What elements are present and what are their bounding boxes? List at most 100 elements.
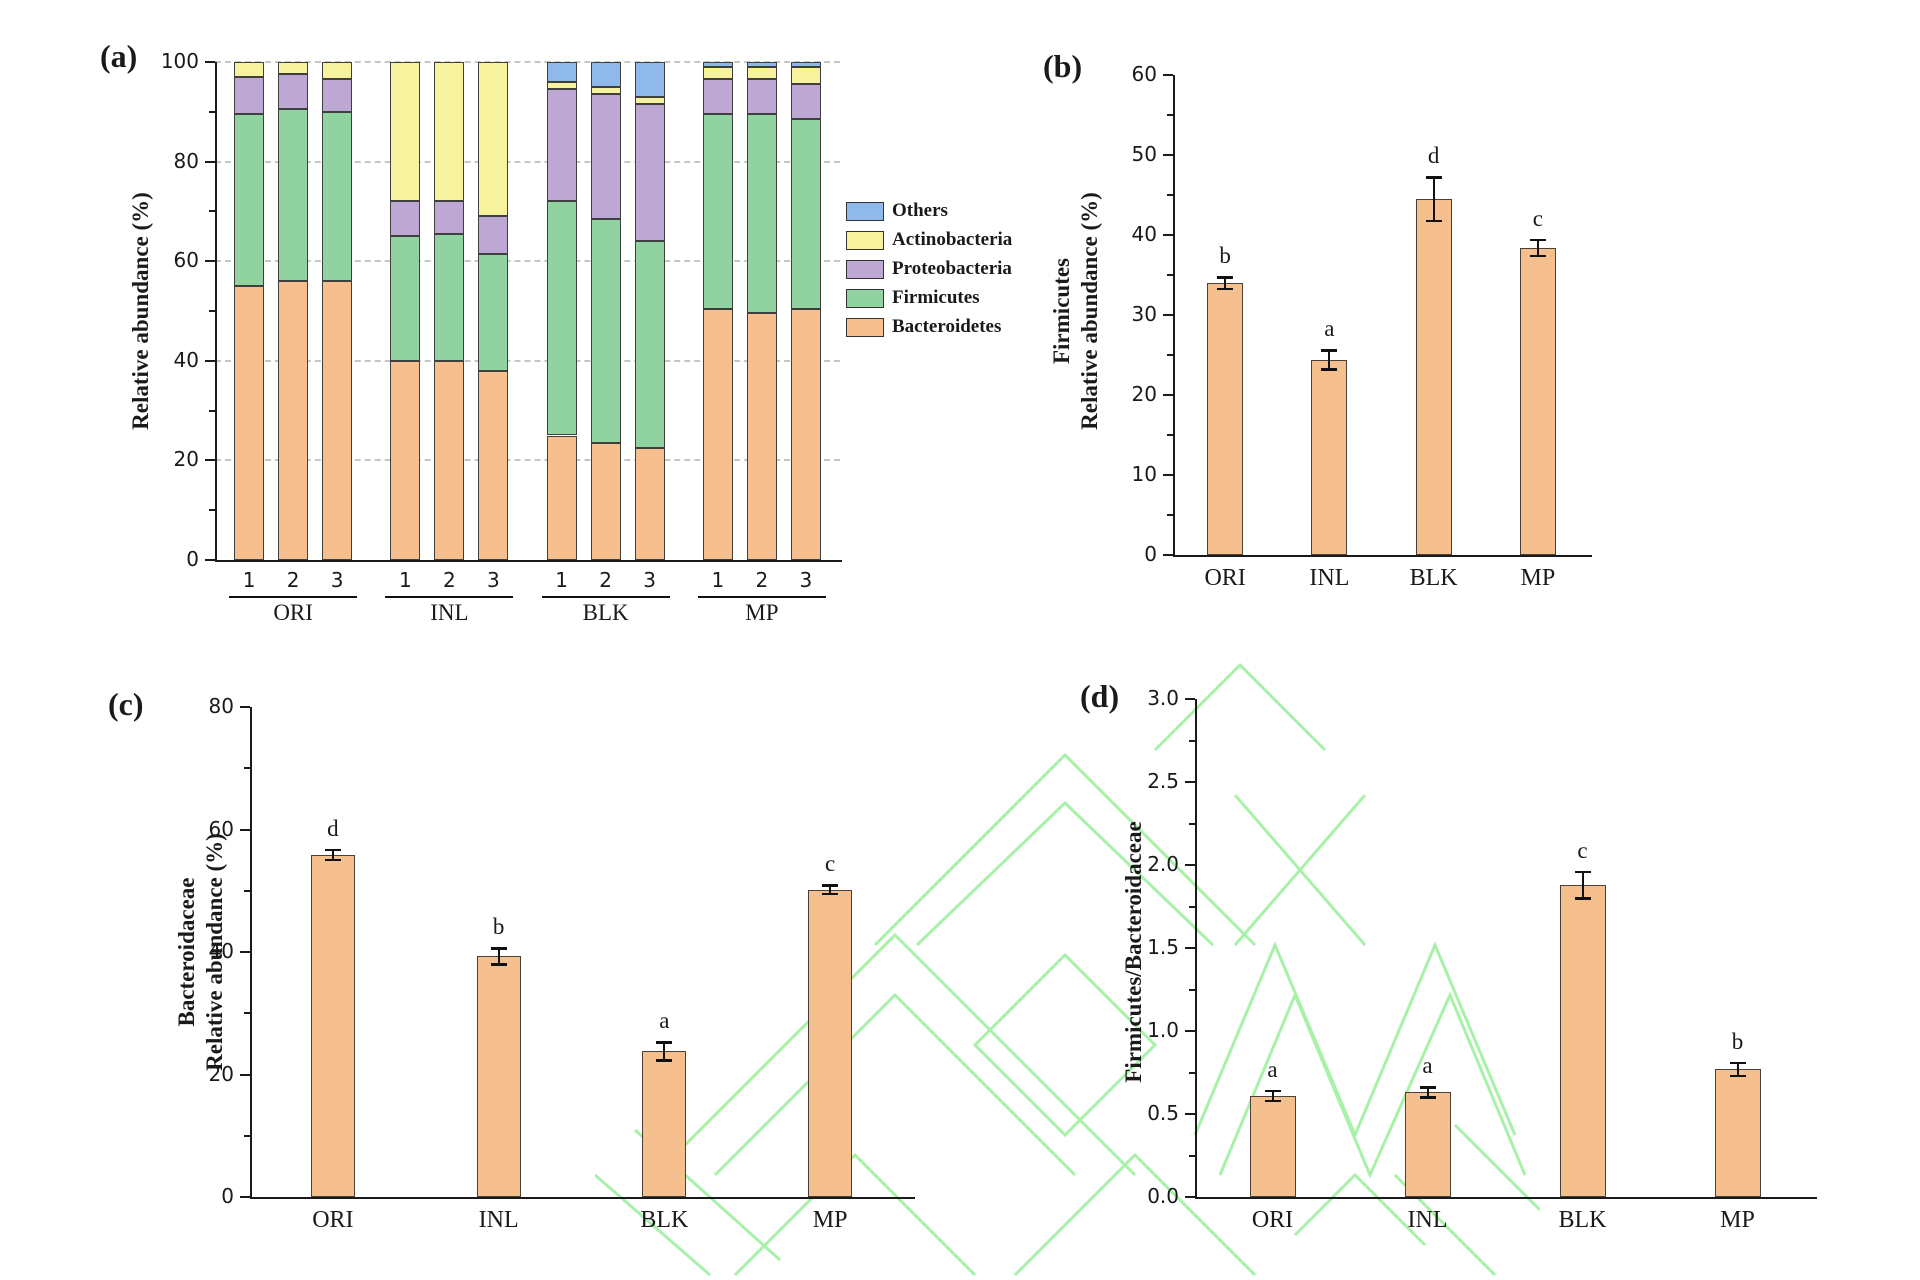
y-major-tick bbox=[205, 61, 215, 63]
error-bar-line bbox=[1736, 1062, 1739, 1076]
y-major-tick bbox=[1185, 1113, 1195, 1115]
panel-d-label: (d) bbox=[1080, 678, 1120, 714]
panel-c-ytitle: Bacteroidaceae Relative abundance (%) bbox=[173, 833, 229, 1071]
stack-segment-others bbox=[634, 62, 665, 97]
legend-item-firmicutes: Firmicutes bbox=[846, 287, 1012, 309]
error-bar-line bbox=[829, 885, 832, 894]
y-minor-tick bbox=[1189, 822, 1195, 825]
y-major-tick bbox=[1163, 554, 1173, 556]
group-underline bbox=[541, 596, 670, 598]
stack-segment-firmicutes bbox=[478, 253, 509, 371]
legend-item-actinobacteria: Actinobacteria bbox=[846, 229, 1012, 251]
y-tick-label: 0 bbox=[186, 547, 199, 571]
y-minor-tick bbox=[244, 1134, 250, 1137]
y-minor-tick bbox=[1167, 514, 1173, 516]
significance-letter: b bbox=[492, 914, 505, 940]
y-minor-tick bbox=[1189, 739, 1195, 742]
y-major-tick bbox=[1185, 864, 1195, 866]
stack-segment-bacteroidetes bbox=[234, 286, 265, 560]
bar-blk bbox=[1415, 199, 1452, 555]
replicate-label: 2 bbox=[599, 568, 612, 592]
stack-segment-firmicutes bbox=[590, 218, 621, 443]
group-label-ori: ORI bbox=[273, 600, 313, 625]
stack-segment-bacteroidetes bbox=[634, 447, 665, 560]
error-bar-cap-top bbox=[1264, 1089, 1281, 1093]
panel-a-plot bbox=[215, 62, 842, 562]
y-minor-tick bbox=[244, 889, 250, 892]
stack-segment-others bbox=[790, 62, 821, 67]
panel-c-ytitle-line1: Bacteroidaceae bbox=[174, 877, 199, 1027]
y-tick-label: 20 bbox=[173, 447, 199, 472]
legend-item-proteobacteria: Proteobacteria bbox=[846, 258, 1012, 280]
legend-swatch bbox=[846, 288, 884, 308]
stack-segment-proteobacteria bbox=[434, 201, 465, 234]
x-category-label: ORI bbox=[1204, 565, 1246, 591]
significance-letter: b bbox=[1219, 243, 1231, 269]
error-bar-cap-bottom bbox=[1729, 1074, 1746, 1078]
stack-segment-firmicutes bbox=[322, 111, 353, 282]
error-bar-cap-top bbox=[1217, 276, 1234, 279]
group-underline bbox=[697, 596, 826, 598]
gridline bbox=[215, 459, 840, 462]
panel-c-label: (c) bbox=[108, 686, 144, 722]
y-tick-label: 10 bbox=[1131, 462, 1157, 486]
gridline bbox=[215, 160, 840, 163]
error-bar-cap-bottom bbox=[822, 892, 839, 896]
replicate-label: 3 bbox=[643, 568, 656, 592]
stack-segment-others bbox=[746, 62, 777, 67]
y-major-tick bbox=[240, 951, 250, 953]
stack-segment-bacteroidetes bbox=[434, 360, 465, 560]
bar-blk bbox=[642, 1051, 687, 1197]
replicate-label: 3 bbox=[487, 568, 500, 592]
stack-segment-proteobacteria bbox=[590, 94, 621, 219]
stack-segment-proteobacteria bbox=[702, 79, 733, 115]
stack-segment-bacteroidetes bbox=[746, 313, 777, 560]
stack-segment-proteobacteria bbox=[746, 79, 777, 115]
y-minor-tick bbox=[209, 409, 215, 412]
stack-segment-bacteroidetes bbox=[702, 308, 733, 560]
x-category-label: MP bbox=[1720, 1207, 1755, 1233]
error-bar-cap-top bbox=[324, 848, 341, 852]
replicate-label: 1 bbox=[711, 568, 725, 592]
y-major-tick bbox=[1163, 234, 1173, 236]
replicate-label: 1 bbox=[555, 568, 568, 592]
panel-d-ytitle-text: Firmicutes/Bacteroidaceae bbox=[1121, 821, 1146, 1083]
error-bar-line bbox=[1581, 871, 1584, 899]
y-tick-label: 20 bbox=[1131, 382, 1157, 406]
y-tick-label: 0.5 bbox=[1147, 1101, 1179, 1125]
significance-letter: d bbox=[1427, 143, 1440, 169]
stack-segment-proteobacteria bbox=[278, 74, 309, 110]
stack-segment-firmicutes bbox=[434, 233, 465, 361]
legend-label: Firmicutes bbox=[892, 287, 980, 308]
panel-a-label: (a) bbox=[100, 38, 138, 74]
stack-segment-actinobacteria bbox=[234, 62, 265, 77]
stack-segment-proteobacteria bbox=[478, 216, 509, 254]
stack-segment-actinobacteria bbox=[702, 66, 733, 80]
stack-segment-firmicutes bbox=[390, 236, 421, 361]
stack-segment-actinobacteria bbox=[790, 66, 821, 85]
y-major-tick bbox=[240, 1073, 250, 1076]
error-bar-cap-top bbox=[1321, 349, 1338, 352]
y-tick-label: 0 bbox=[1144, 542, 1157, 566]
error-bar-cap-bottom bbox=[1264, 1099, 1281, 1103]
stack-segment-bacteroidetes bbox=[390, 360, 421, 560]
y-minor-tick bbox=[244, 767, 250, 770]
group-underline bbox=[229, 596, 358, 598]
bar-ori bbox=[310, 854, 355, 1197]
y-tick-label: 40 bbox=[208, 939, 234, 963]
stack-segment-proteobacteria bbox=[790, 84, 821, 120]
stack-segment-bacteroidetes bbox=[546, 435, 577, 560]
stack-segment-proteobacteria bbox=[546, 89, 577, 202]
y-major-tick bbox=[1163, 74, 1173, 76]
y-major-tick bbox=[1163, 154, 1173, 156]
stack-segment-actinobacteria bbox=[634, 96, 665, 105]
error-bar-line bbox=[1328, 350, 1331, 370]
y-minor-tick bbox=[1167, 274, 1173, 276]
stack-segment-firmicutes bbox=[234, 114, 265, 287]
y-tick-label: 40 bbox=[173, 347, 199, 372]
legend-swatch bbox=[846, 317, 884, 337]
error-bar-cap-top bbox=[490, 947, 507, 950]
y-major-tick bbox=[1185, 1196, 1195, 1198]
group-underline bbox=[385, 596, 514, 598]
error-bar-cap-bottom bbox=[1321, 368, 1338, 371]
